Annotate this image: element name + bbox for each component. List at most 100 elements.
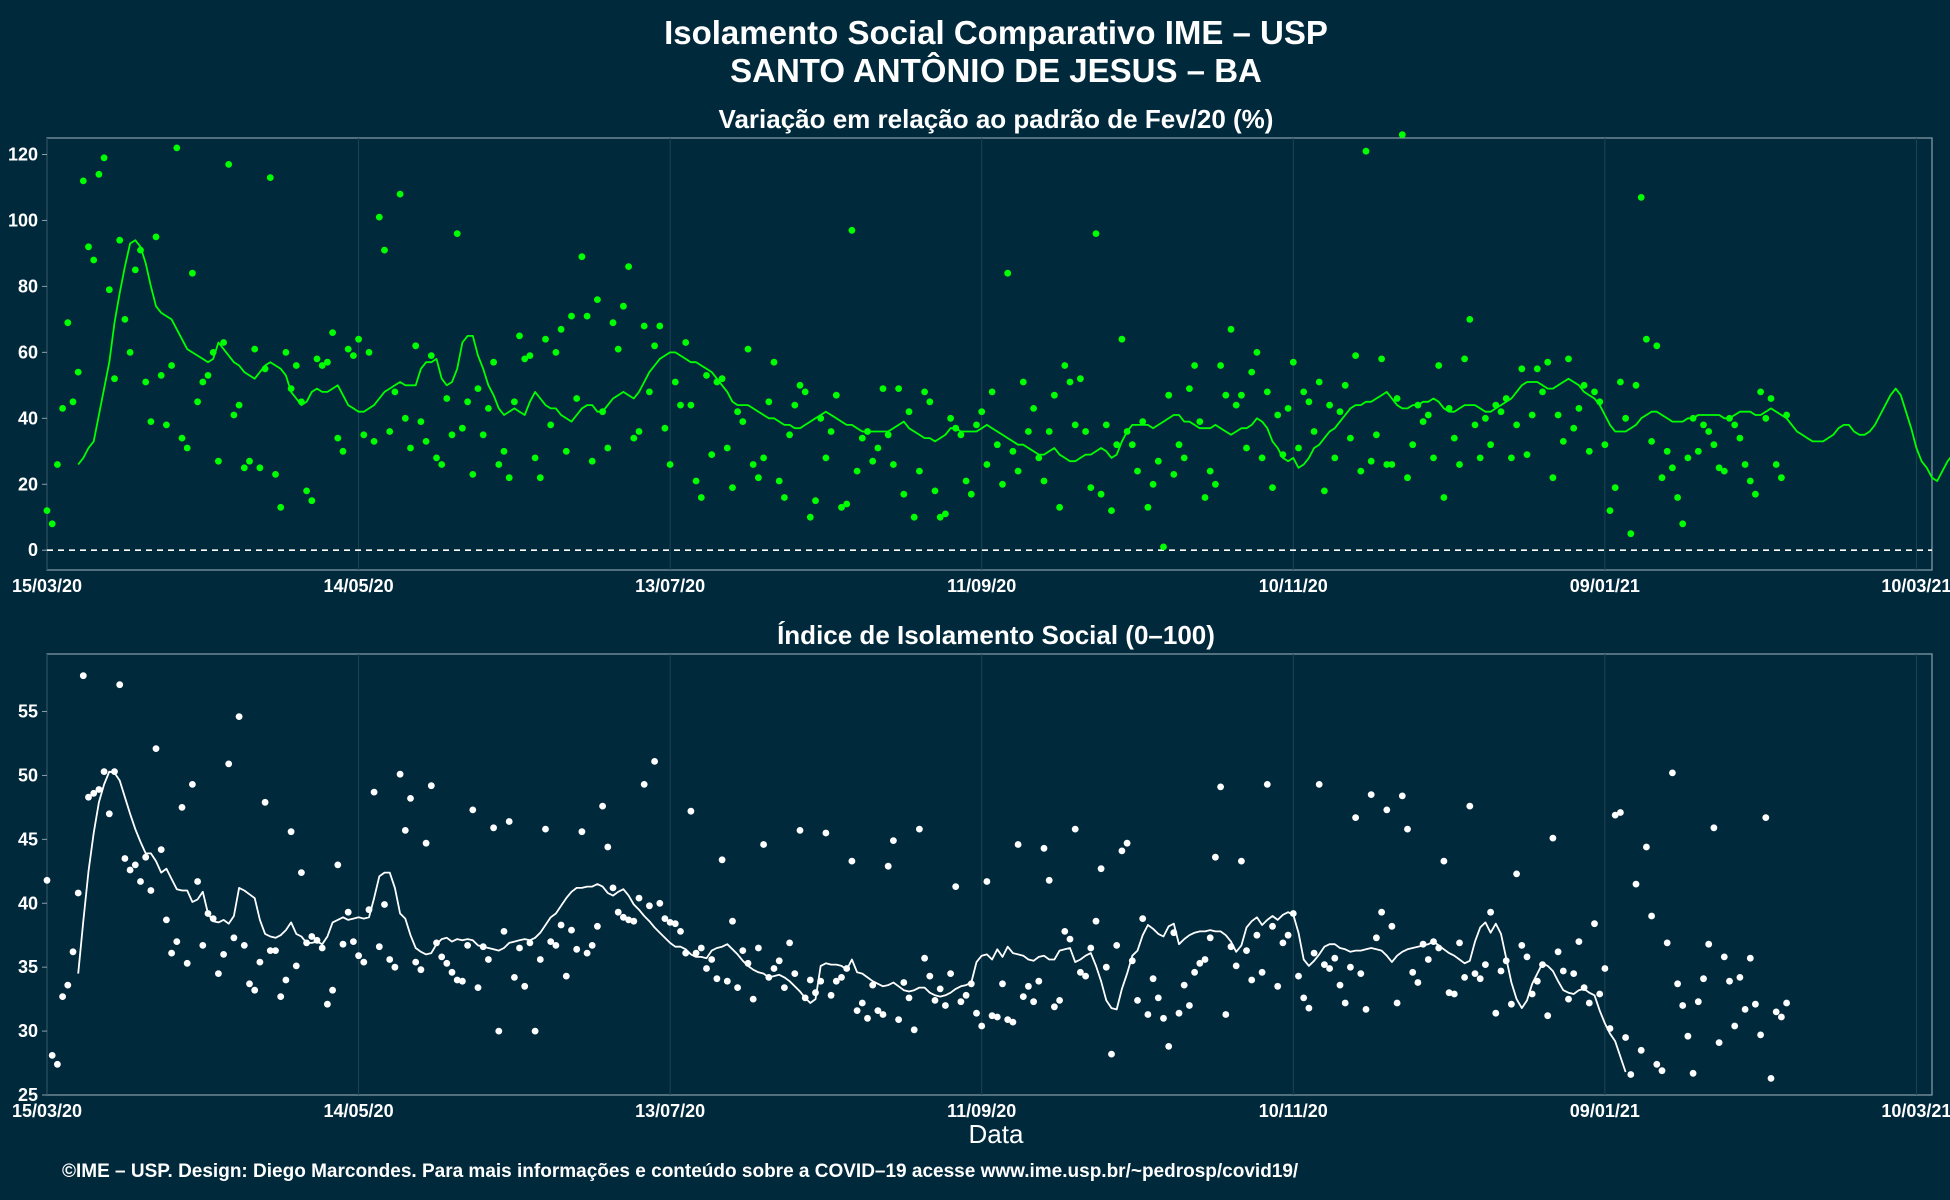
data-point bbox=[609, 319, 617, 327]
data-point bbox=[459, 977, 466, 985]
data-point bbox=[1035, 977, 1043, 985]
data-point bbox=[204, 372, 212, 379]
data-point bbox=[671, 378, 679, 386]
data-point bbox=[282, 349, 290, 356]
data-point bbox=[687, 401, 695, 409]
data-point bbox=[344, 908, 352, 916]
data-point bbox=[1404, 825, 1411, 833]
data-point bbox=[438, 461, 446, 468]
data-point bbox=[147, 887, 155, 894]
data-point bbox=[1705, 940, 1713, 948]
data-point bbox=[1528, 411, 1536, 419]
data-point bbox=[1404, 474, 1411, 482]
data-point bbox=[1523, 953, 1531, 961]
data-point bbox=[858, 999, 866, 1007]
data-point bbox=[1752, 490, 1759, 498]
data-point bbox=[1025, 428, 1032, 435]
data-point bbox=[562, 447, 570, 455]
data-point bbox=[1362, 147, 1370, 155]
data-point bbox=[516, 332, 523, 340]
data-point bbox=[240, 464, 248, 472]
data-point bbox=[547, 938, 555, 945]
data-point bbox=[1310, 949, 1318, 957]
data-point bbox=[396, 190, 404, 198]
data-point bbox=[183, 959, 191, 967]
data-point bbox=[957, 998, 965, 1006]
data-point bbox=[1289, 358, 1297, 366]
data-point bbox=[999, 980, 1006, 988]
data-point bbox=[189, 269, 196, 277]
data-point bbox=[1035, 454, 1043, 462]
data-point bbox=[1476, 454, 1484, 462]
data-point bbox=[853, 1007, 861, 1014]
data-point bbox=[1746, 477, 1754, 485]
data-point bbox=[1004, 269, 1012, 277]
data-point bbox=[433, 939, 440, 947]
data-point bbox=[967, 980, 975, 988]
data-point bbox=[375, 213, 383, 221]
data-point bbox=[1196, 959, 1204, 967]
moving-average-line bbox=[77, 239, 1950, 482]
data-point bbox=[1305, 1004, 1313, 1012]
data-point bbox=[1508, 454, 1515, 462]
data-point bbox=[1585, 447, 1593, 455]
data-point bbox=[313, 355, 321, 363]
data-point bbox=[1715, 1039, 1723, 1046]
data-point bbox=[1175, 441, 1183, 449]
data-point bbox=[1113, 441, 1121, 449]
data-point bbox=[422, 438, 430, 445]
data-point bbox=[827, 991, 835, 999]
data-point bbox=[1217, 362, 1224, 369]
data-point bbox=[713, 975, 721, 983]
data-point bbox=[864, 1014, 871, 1022]
data-point bbox=[1741, 1006, 1749, 1013]
data-point bbox=[511, 398, 518, 406]
data-point bbox=[848, 857, 856, 865]
data-point bbox=[251, 986, 259, 994]
data-point bbox=[1263, 781, 1271, 788]
data-point bbox=[957, 431, 965, 439]
data-point bbox=[1570, 970, 1578, 977]
data-point bbox=[1648, 912, 1655, 920]
data-point bbox=[277, 503, 285, 511]
data-point bbox=[111, 375, 118, 383]
data-point bbox=[1087, 944, 1095, 952]
data-point bbox=[625, 263, 632, 270]
panel-title-index: Índice de Isolamento Social (0–100) bbox=[777, 620, 1215, 650]
data-point bbox=[443, 395, 451, 402]
data-point bbox=[469, 806, 477, 814]
data-point bbox=[1482, 961, 1489, 968]
data-point bbox=[1056, 997, 1063, 1004]
data-point bbox=[272, 947, 279, 954]
data-point bbox=[1637, 194, 1645, 201]
data-point bbox=[801, 388, 809, 396]
data-point bbox=[630, 434, 638, 442]
data-point bbox=[500, 928, 508, 935]
data-point bbox=[1653, 1060, 1661, 1068]
data-point bbox=[1694, 447, 1702, 455]
data-point bbox=[1393, 395, 1401, 402]
data-point bbox=[718, 375, 726, 383]
data-point bbox=[552, 349, 560, 356]
data-point bbox=[521, 355, 529, 363]
data-point bbox=[942, 1002, 949, 1009]
data-point bbox=[521, 982, 529, 990]
data-point bbox=[1123, 839, 1131, 847]
data-point bbox=[594, 922, 601, 930]
data-point bbox=[1087, 484, 1095, 491]
y-tick-label: 120 bbox=[8, 144, 38, 164]
data-point bbox=[760, 454, 767, 462]
data-point bbox=[1518, 365, 1526, 373]
data-point bbox=[879, 385, 887, 392]
data-point bbox=[1746, 954, 1754, 962]
data-point bbox=[438, 953, 446, 961]
data-point bbox=[588, 457, 596, 465]
data-point bbox=[339, 940, 347, 948]
data-point bbox=[1575, 405, 1583, 412]
data-point bbox=[542, 335, 549, 343]
data-point bbox=[1326, 965, 1333, 972]
data-point bbox=[308, 497, 316, 505]
data-point bbox=[48, 520, 56, 528]
data-point bbox=[1222, 1011, 1230, 1018]
plot-frame bbox=[46, 653, 1933, 1096]
